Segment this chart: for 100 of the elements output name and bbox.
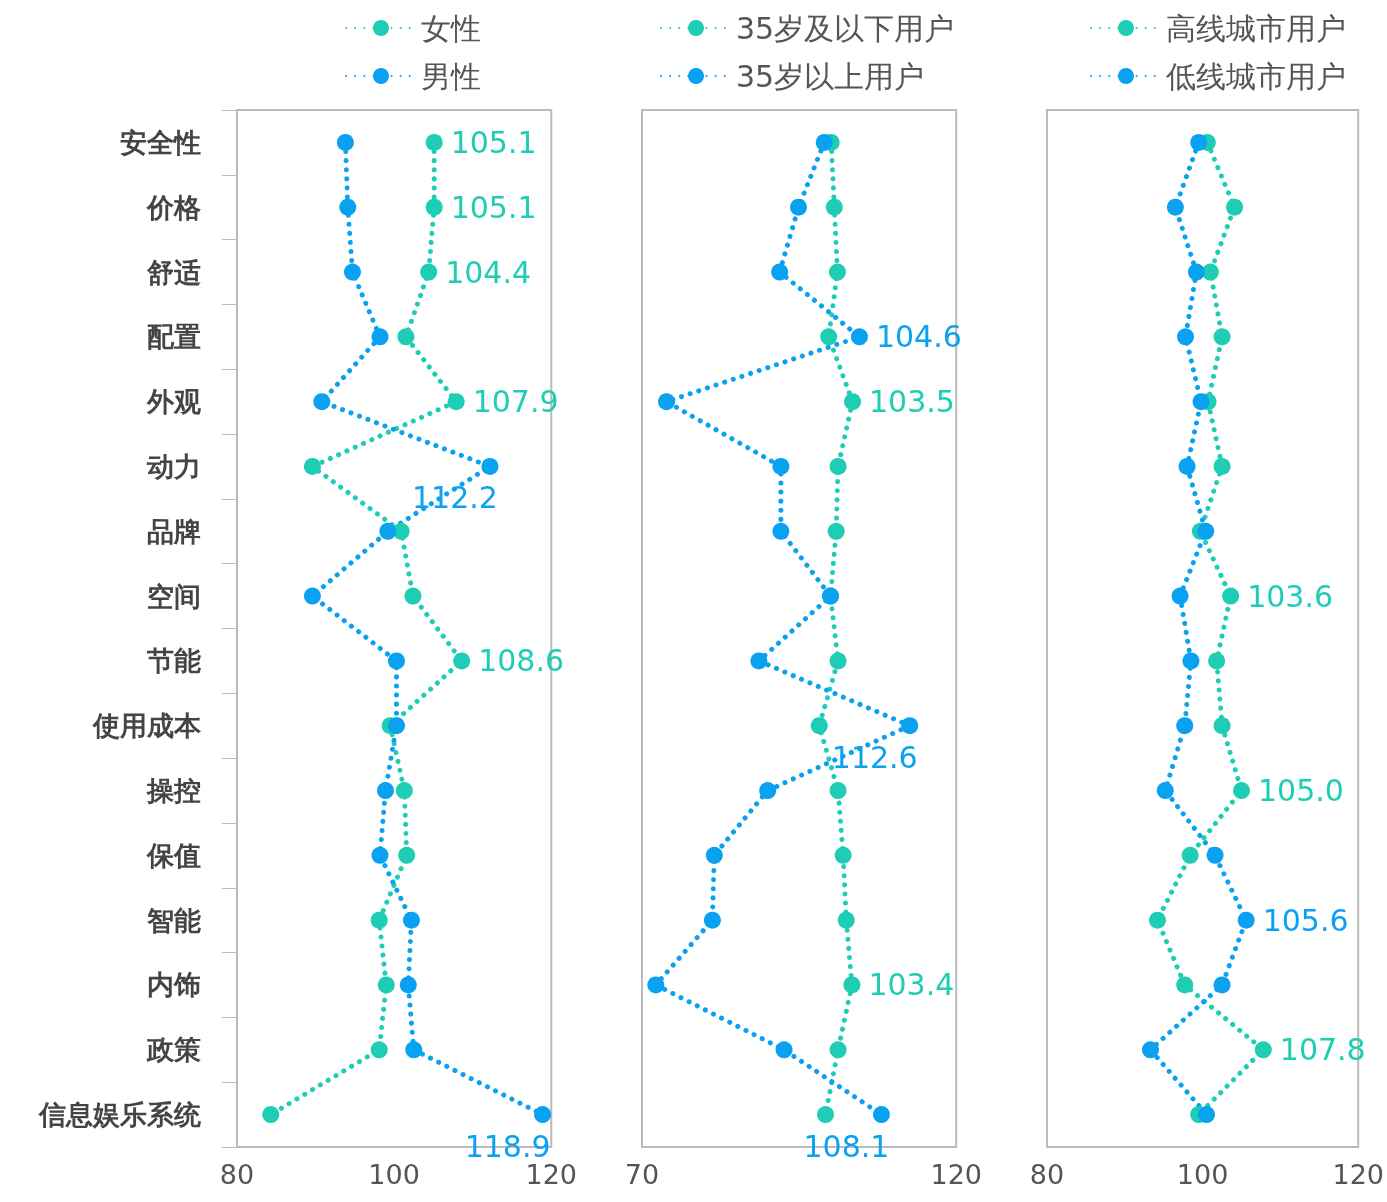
point	[1208, 652, 1226, 670]
point	[820, 328, 838, 346]
data-label: 112.6	[831, 739, 918, 775]
point	[810, 717, 828, 735]
point	[453, 652, 471, 670]
y-tick-label: 配置	[147, 321, 201, 353]
point	[387, 717, 405, 735]
point	[1237, 911, 1255, 929]
point	[759, 782, 777, 800]
point	[1178, 457, 1196, 475]
point	[705, 846, 723, 864]
y-tick-label: 政策	[146, 1034, 201, 1066]
point	[872, 1106, 890, 1124]
point	[377, 976, 395, 994]
point	[1197, 522, 1215, 540]
y-tick-label: 智能	[146, 904, 201, 936]
point	[1213, 457, 1231, 475]
data-label: 103.5	[869, 384, 955, 420]
x-tick-label: 120	[1332, 1159, 1385, 1190]
y-tick-label: 品牌	[147, 515, 201, 547]
point	[1171, 587, 1189, 605]
point	[425, 198, 443, 216]
point	[344, 263, 361, 281]
x-tick-label: 120	[930, 1159, 983, 1190]
point	[1181, 846, 1199, 864]
point	[775, 1041, 793, 1059]
point	[772, 522, 790, 540]
data-label: 105.1	[450, 124, 537, 160]
y-tick-label: 动力	[146, 450, 201, 482]
point	[827, 522, 845, 540]
legend-label: 女性	[421, 10, 481, 46]
point	[1142, 1041, 1159, 1059]
point	[376, 782, 394, 800]
point	[1198, 1106, 1216, 1124]
point	[370, 911, 388, 929]
point	[425, 133, 443, 151]
point	[658, 393, 676, 411]
legend-label: 低线城市用户	[1166, 58, 1346, 94]
point	[1222, 587, 1240, 605]
point	[837, 911, 855, 929]
point	[829, 782, 847, 800]
data-label: 105.0	[1258, 773, 1344, 809]
y-tick-label: 安全性	[120, 126, 201, 158]
point	[829, 1041, 847, 1059]
point	[405, 1041, 423, 1059]
legend-label: 男性	[421, 58, 481, 94]
point	[399, 976, 417, 994]
point	[1226, 198, 1244, 216]
x-tick-label: 70	[624, 1159, 660, 1190]
x-tick-label: 80	[219, 1159, 255, 1190]
point	[1192, 393, 1210, 411]
y-tick-label: 空间	[147, 580, 201, 612]
point	[1176, 976, 1194, 994]
point	[313, 393, 331, 411]
point	[1254, 1041, 1272, 1059]
point	[1213, 717, 1231, 735]
legend-label: 35岁及以下用户	[736, 10, 955, 46]
data-label: 105.6	[1262, 902, 1349, 938]
point	[844, 393, 862, 411]
data-label: 104.6	[875, 319, 962, 355]
point	[1177, 328, 1194, 346]
point	[402, 911, 420, 929]
point	[843, 976, 861, 994]
point	[790, 198, 807, 216]
point	[825, 198, 843, 216]
point	[534, 1106, 552, 1124]
y-tick-label: 舒适	[146, 256, 201, 288]
data-label: 103.6	[1247, 578, 1334, 614]
point	[379, 522, 397, 540]
point	[370, 1041, 388, 1059]
x-tick-label: 100	[1176, 1159, 1229, 1190]
point	[829, 652, 847, 670]
point	[371, 328, 389, 346]
point	[371, 846, 389, 864]
y-tick-label: 节能	[146, 645, 201, 677]
data-label: 107.8	[1279, 1032, 1366, 1068]
x-tick-label: 80	[1029, 1159, 1065, 1190]
x-tick-label: 100	[368, 1159, 420, 1190]
data-label: 105.1	[450, 189, 537, 225]
point	[1213, 976, 1231, 994]
point	[303, 457, 321, 475]
point	[1182, 652, 1200, 670]
point	[420, 263, 438, 281]
point	[336, 133, 354, 151]
point	[1187, 263, 1205, 281]
point	[447, 393, 465, 411]
point	[387, 652, 405, 670]
y-tick-label: 内饰	[147, 969, 201, 1001]
point	[817, 1106, 835, 1124]
point	[1213, 328, 1231, 346]
point	[1206, 846, 1224, 864]
point	[303, 587, 321, 605]
point	[339, 198, 357, 216]
legend-label: 高线城市用户	[1166, 10, 1346, 46]
y-tick-label: 保值	[146, 839, 201, 871]
point	[1149, 911, 1166, 929]
data-label: 104.4	[445, 254, 532, 290]
data-label: 107.9	[472, 384, 559, 420]
point	[828, 263, 846, 281]
point	[772, 457, 790, 475]
